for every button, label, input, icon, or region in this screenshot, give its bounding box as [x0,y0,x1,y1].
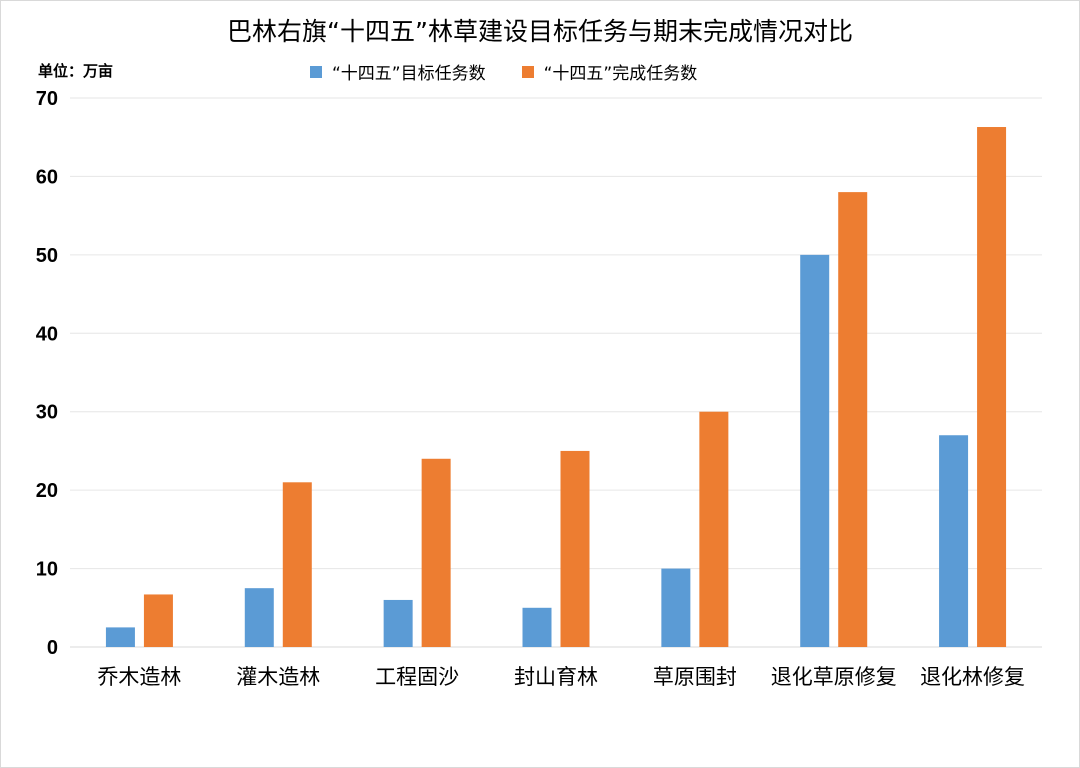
legend-swatch-completed [521,65,534,78]
y-tick-label: 50 [36,245,58,267]
bar [421,458,451,647]
bar [939,435,969,647]
legend: “十四五”目标任务数 “十四五”完成任务数 [310,59,733,84]
unit-label: 单位：万亩 [38,62,114,80]
y-tick-label: 10 [36,559,58,581]
x-tick-label: 乔木造林 [97,665,181,689]
bar [522,607,552,647]
x-tick-label: 退化林修复 [920,665,1025,689]
bar [977,127,1007,648]
bar [105,627,135,647]
bar [282,482,312,647]
y-tick-label: 30 [36,402,58,424]
y-tick-label: 0 [47,637,58,659]
bar [143,594,173,647]
legend-swatch-target [310,65,322,78]
legend-item-completed: “十四五”完成任务数 [521,59,698,84]
x-tick-label: 工程固沙 [375,665,459,689]
bar [838,192,868,647]
y-tick-label: 70 [36,88,58,110]
legend-label-target: “十四五”目标任务数 [332,64,486,84]
bar [244,588,274,647]
bar [800,254,830,647]
y-tick-label: 60 [36,166,58,188]
legend-label-completed: “十四五”完成任务数 [543,64,698,84]
y-tick-label: 20 [36,480,58,502]
legend-item-target: “十四五”目标任务数 [310,59,486,84]
x-tick-label: 草原围封 [653,665,737,689]
bar [560,450,590,647]
chart-title: 巴林右旗“十四五”林草建设目标任务与期末完成情况对比 [227,17,853,46]
x-tick-label: 封山育林 [514,665,598,689]
x-tick-label: 退化草原修复 [771,665,897,689]
bar [383,599,413,647]
x-tick-label: 灌木造林 [236,665,320,689]
bar [661,568,691,647]
bar [699,411,729,647]
y-tick-label: 40 [36,323,58,345]
